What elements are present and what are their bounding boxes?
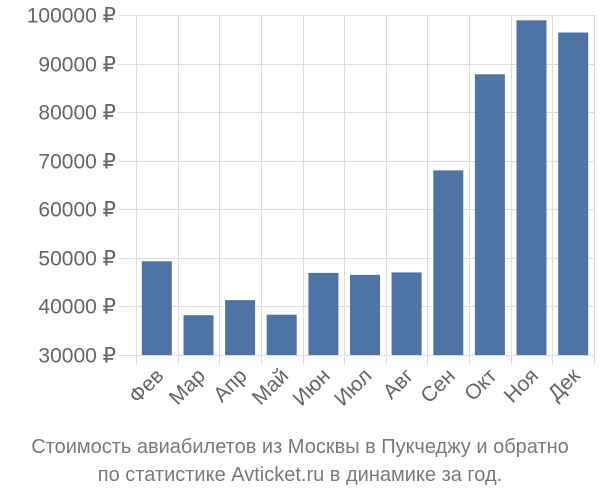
bar-Окт	[474, 74, 505, 356]
x-tick-label: Фев	[125, 364, 169, 408]
x-tick-label: Дек	[544, 364, 586, 406]
bar-Авг	[391, 272, 422, 355]
bar-Ноя	[516, 20, 547, 356]
bar-Июл	[350, 274, 380, 355]
grid-lines	[118, 15, 595, 365]
bar-Мар	[183, 315, 214, 355]
x-tick-label: Окт	[460, 364, 502, 406]
x-tick-label: Июл	[330, 364, 376, 410]
chart-caption-line-1: Стоимость авиабилетов из Москвы в Пукчед…	[31, 436, 569, 458]
y-axis-tick-labels: 30000 ₽ 40000 ₽ 50000 ₽ 60000 ₽ 70000 ₽ 80000…	[27, 5, 116, 368]
x-tick-label: Авг	[379, 364, 419, 404]
x-tick-label: Сен	[416, 364, 459, 407]
bar-Июн	[308, 272, 339, 355]
bar-Май	[266, 314, 297, 355]
bar-Апр	[225, 300, 256, 355]
y-tick-label: 40000 ₽	[38, 296, 116, 319]
y-tick-label: 60000 ₽	[38, 199, 116, 222]
y-tick-label: 30000 ₽	[38, 345, 116, 368]
bar-Дек	[558, 32, 589, 355]
bar-Фев	[141, 261, 172, 355]
bars	[141, 20, 589, 356]
y-tick-label: 80000 ₽	[38, 102, 116, 125]
y-tick-label: 50000 ₽	[38, 248, 116, 271]
x-tick-label: Ноя	[500, 364, 543, 407]
y-tick-label: 100000 ₽	[27, 5, 116, 28]
x-tick-label: Апр	[209, 364, 251, 406]
x-tick-label: Июн	[289, 364, 335, 410]
y-tick-label: 90000 ₽	[38, 54, 116, 77]
bar-Сен	[433, 170, 464, 355]
y-tick-label: 70000 ₽	[38, 151, 116, 174]
chart-caption-line-2: по статистике Avticket.ru в динамике за …	[97, 464, 503, 486]
x-tick-label: Мар	[165, 364, 210, 409]
x-tick-label: Май	[248, 364, 293, 409]
bar-chart: 30000 ₽ 40000 ₽ 50000 ₽ 60000 ₽ 70000 ₽ 80000…	[27, 5, 595, 411]
